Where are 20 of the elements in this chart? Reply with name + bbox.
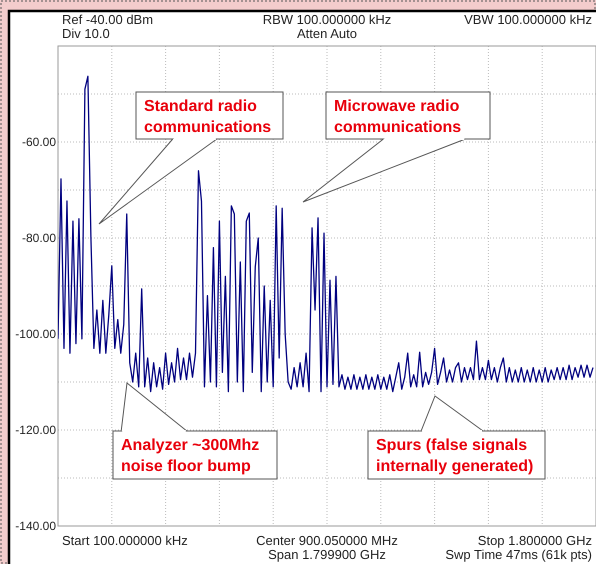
text: Atten Auto bbox=[297, 26, 357, 41]
annotation: Standard radio communications bbox=[144, 98, 272, 136]
text: Start 100.000000 kHz bbox=[62, 533, 188, 548]
y-tick-label: -80.00 bbox=[22, 230, 56, 245]
y-tick-label: -120.00 bbox=[15, 422, 56, 437]
y-tick-label: -100.00 bbox=[15, 326, 56, 341]
text: Div 10.0 bbox=[62, 26, 110, 41]
y-tick-label: -140.00 bbox=[15, 518, 56, 533]
text: Span 1.799900 GHz bbox=[268, 547, 386, 562]
text: Swp Time 47ms (61k pts) bbox=[445, 547, 592, 562]
text: Center 900.050000 MHz bbox=[256, 533, 398, 548]
annotation: Spurs (false signals internally generated) bbox=[376, 437, 534, 475]
text: RBW 100.000000 kHz bbox=[262, 12, 392, 27]
annotation: Analyzer ~300Mhz noise floor bump bbox=[121, 437, 260, 475]
annotation: Microwave radio communications bbox=[334, 98, 462, 136]
text: Ref -40.00 dBm bbox=[62, 12, 154, 27]
line-series bbox=[58, 76, 594, 392]
text: VBW 100.000000 kHz bbox=[464, 12, 592, 27]
y-tick-label: -60.00 bbox=[22, 134, 56, 149]
text: Stop 1.800000 GHz bbox=[478, 533, 592, 548]
